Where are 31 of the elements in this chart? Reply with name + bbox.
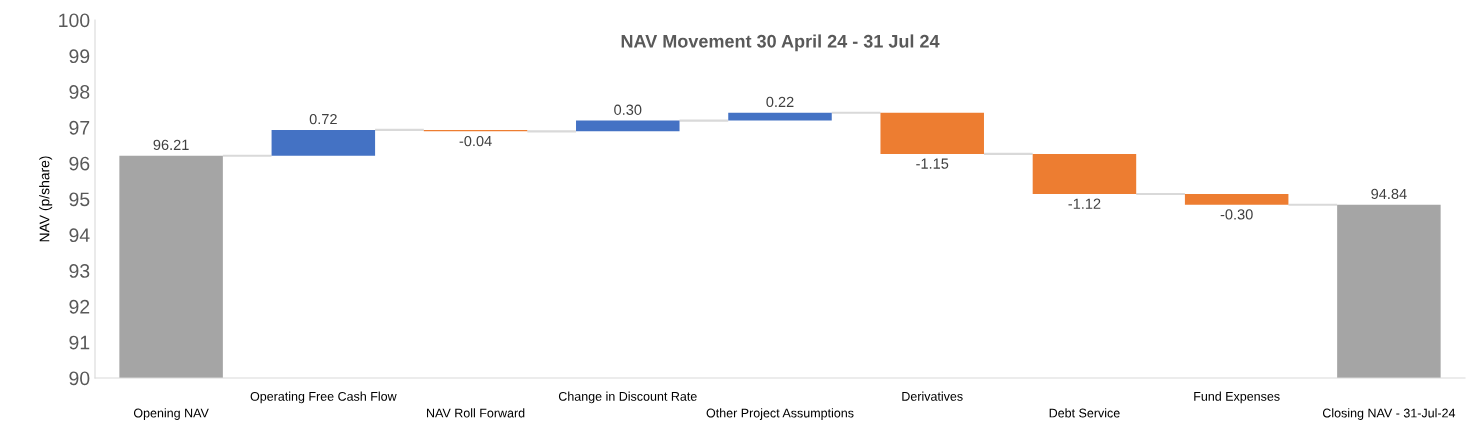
x-tick-label: Derivatives	[902, 391, 963, 401]
data-label: -1.12	[1068, 198, 1101, 209]
data-label: -1.15	[916, 158, 949, 169]
y-tick-label: 90	[69, 371, 90, 386]
x-tick-label: Fund Expenses	[1194, 391, 1280, 404]
x-tick-label: NAV Roll Forward	[427, 408, 525, 418]
x-tick-label: Other Project Assumptions	[706, 408, 854, 420]
data-label: -0.04	[459, 135, 492, 147]
data-label: 94.84	[1371, 188, 1407, 200]
x-tick-label: Debt Service	[1049, 408, 1120, 418]
y-tick-label: 98	[69, 85, 90, 99]
y-tick-label: 95	[69, 192, 90, 207]
data-label: 96.21	[153, 139, 189, 151]
x-tick-label: Opening NAV	[133, 408, 209, 420]
x-tick-label: Change in Discount Rate	[558, 391, 697, 404]
y-tick-label: 99	[69, 49, 90, 64]
data-label: 0.30	[614, 104, 642, 115]
data-label: 0.22	[766, 96, 794, 108]
y-tick-label: 91	[69, 335, 90, 350]
x-tick-label: Operating Free Cash Flow	[250, 391, 397, 404]
y-tick-label: 100	[59, 13, 90, 28]
text: NAV Movement 30 April 24 - 31 Jul 24	[621, 34, 940, 52]
x-tick-label: Closing NAV - 31-Jul-24	[1322, 408, 1456, 420]
data-label: 0.72	[309, 113, 337, 125]
data-label: -0.30	[1220, 209, 1253, 220]
y-tick-label: 94	[69, 228, 90, 243]
y-tick-label: 93	[69, 264, 90, 278]
y-axis-title: NAV (p/share)	[39, 156, 53, 242]
y-tick-label: 92	[69, 299, 90, 314]
y-tick-label: 97	[69, 120, 90, 135]
y-tick-label: 96	[69, 156, 90, 171]
